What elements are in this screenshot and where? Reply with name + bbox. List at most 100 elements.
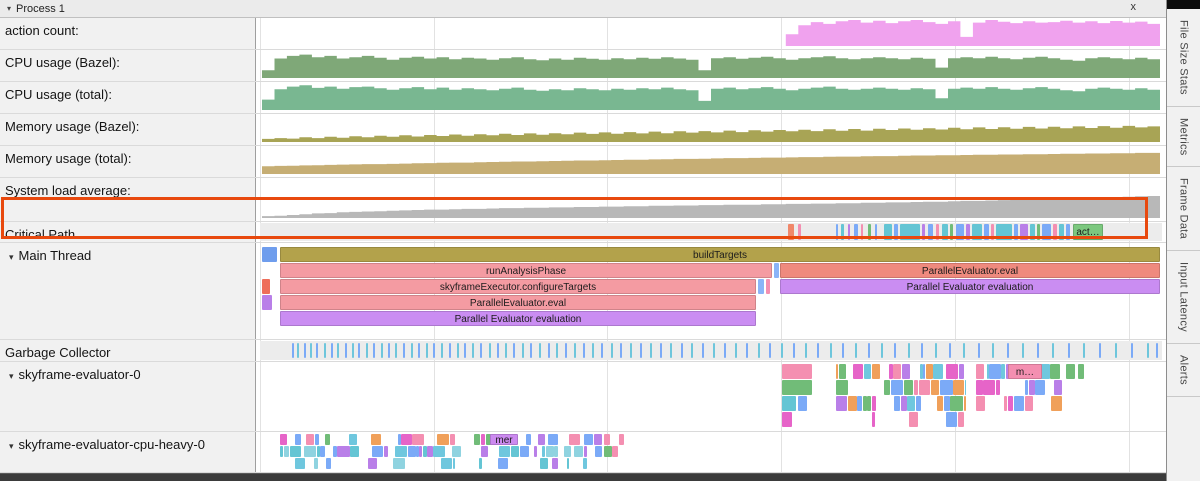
trace-slice[interactable] — [963, 396, 966, 411]
trace-slice[interactable] — [713, 343, 715, 358]
collapse-arrow-icon[interactable]: ▾ — [9, 252, 14, 262]
trace-slice[interactable] — [922, 224, 925, 240]
trace-slice[interactable] — [782, 364, 812, 379]
trace-slice[interactable] — [316, 343, 318, 358]
trace-slice[interactable] — [411, 343, 413, 358]
trace-slice[interactable] — [292, 343, 294, 358]
trace-slice[interactable] — [383, 446, 388, 457]
trace-slice[interactable] — [498, 446, 510, 457]
trace-slice[interactable] — [702, 343, 704, 358]
trace-slice[interactable] — [497, 343, 499, 358]
trace-slice[interactable] — [315, 434, 320, 445]
trace-slice[interactable] — [769, 343, 771, 358]
trace-slice[interactable] — [881, 343, 883, 358]
trace-slice[interactable] — [401, 434, 412, 445]
trace-slice[interactable] — [958, 364, 965, 379]
trace-slice[interactable] — [505, 343, 507, 358]
trace-slice[interactable] — [611, 343, 613, 358]
trace-slice[interactable] — [963, 343, 965, 358]
trace-slice[interactable] — [593, 434, 602, 445]
trace-slice[interactable] — [884, 380, 890, 395]
trace-slice[interactable] — [303, 446, 317, 457]
trace-slice[interactable] — [1156, 343, 1158, 358]
trace-slice[interactable] — [583, 446, 588, 457]
trace-slice[interactable] — [498, 458, 508, 469]
trace-slice[interactable] — [903, 380, 914, 395]
trace-slice[interactable] — [583, 343, 585, 358]
trace-slice[interactable] — [412, 434, 424, 445]
trace-slice[interactable] — [888, 364, 893, 379]
counter-chart[interactable] — [262, 180, 1160, 218]
trace-slice[interactable] — [984, 224, 989, 240]
trace-slice[interactable] — [464, 343, 466, 358]
trace-slice[interactable] — [474, 434, 480, 445]
trace-slice[interactable] — [337, 446, 350, 457]
trace-slice-labeled[interactable]: buildTargets — [280, 247, 1160, 262]
trace-slice[interactable] — [893, 396, 900, 411]
trace-slice[interactable] — [345, 343, 347, 358]
trace-slice[interactable] — [921, 343, 923, 358]
trace-slice[interactable] — [782, 412, 792, 427]
trace-slice[interactable] — [986, 364, 989, 379]
trace-slice[interactable] — [976, 380, 983, 395]
trace-slice[interactable] — [388, 343, 390, 358]
trace-slice[interactable] — [592, 343, 594, 358]
trace-slice-labeled[interactable]: Parallel Evaluator evaluation — [280, 311, 756, 326]
trace-slice[interactable] — [1037, 343, 1039, 358]
close-button[interactable]: x — [1130, 1, 1137, 13]
trace-slice[interactable] — [936, 224, 939, 240]
trace-slice[interactable] — [798, 224, 801, 240]
trace-slice[interactable] — [539, 343, 541, 358]
trace-slice[interactable] — [1028, 380, 1035, 395]
trace-slice[interactable] — [1115, 343, 1117, 358]
trace-slice[interactable] — [857, 396, 862, 411]
trace-slice[interactable] — [472, 343, 474, 358]
track-canvas-action-count[interactable] — [256, 18, 1166, 49]
trace-slice[interactable] — [788, 224, 794, 240]
trace-slice[interactable] — [519, 446, 529, 457]
trace-slice[interactable] — [604, 434, 611, 445]
collapse-arrow-icon[interactable]: ▾ — [9, 371, 14, 381]
trace-slice[interactable] — [566, 458, 570, 469]
counter-chart[interactable] — [262, 52, 1160, 78]
trace-slice[interactable] — [1014, 396, 1025, 411]
trace-slice[interactable] — [1131, 343, 1133, 358]
trace-slice[interactable] — [972, 224, 982, 240]
trace-slice[interactable] — [950, 224, 953, 240]
trace-slice[interactable] — [838, 364, 847, 379]
trace-slice[interactable] — [1099, 343, 1101, 358]
trace-slice[interactable] — [900, 396, 907, 411]
trace-slice[interactable] — [893, 364, 902, 379]
trace-slice[interactable] — [875, 224, 877, 240]
trace-slice[interactable] — [1147, 343, 1149, 358]
trace-slice[interactable] — [1014, 224, 1018, 240]
trace-slice[interactable] — [966, 224, 970, 240]
trace-slice[interactable] — [842, 343, 844, 358]
trace-slice[interactable] — [489, 343, 491, 358]
trace-slice[interactable] — [964, 380, 967, 395]
track-canvas-cpu-usage-total[interactable] — [256, 82, 1166, 113]
trace-slice[interactable] — [894, 224, 898, 240]
trace-slice[interactable] — [939, 380, 953, 395]
trace-slice[interactable] — [868, 343, 870, 358]
trace-slice[interactable] — [583, 434, 593, 445]
trace-slice[interactable] — [930, 380, 940, 395]
trace-slice[interactable] — [650, 343, 652, 358]
trace-slice[interactable] — [479, 458, 483, 469]
counter-chart[interactable] — [262, 116, 1160, 142]
trace-slice[interactable] — [1059, 224, 1064, 240]
trace-slice[interactable] — [324, 343, 326, 358]
trace-slice[interactable] — [568, 434, 580, 445]
trace-slice[interactable] — [552, 458, 558, 469]
sidebar-tab-input-latency[interactable]: Input Latency — [1167, 251, 1200, 345]
trace-slice[interactable] — [510, 446, 520, 457]
trace-slice[interactable] — [393, 458, 406, 469]
trace-slice[interactable] — [441, 343, 443, 358]
sidebar-tab-alerts[interactable]: Alerts — [1167, 344, 1200, 398]
trace-slice[interactable] — [348, 434, 358, 445]
trace-slice[interactable] — [817, 343, 819, 358]
trace-slice[interactable] — [513, 343, 515, 358]
trace-slice[interactable] — [525, 434, 531, 445]
trace-slice[interactable] — [848, 224, 850, 240]
trace-slice[interactable] — [547, 434, 559, 445]
